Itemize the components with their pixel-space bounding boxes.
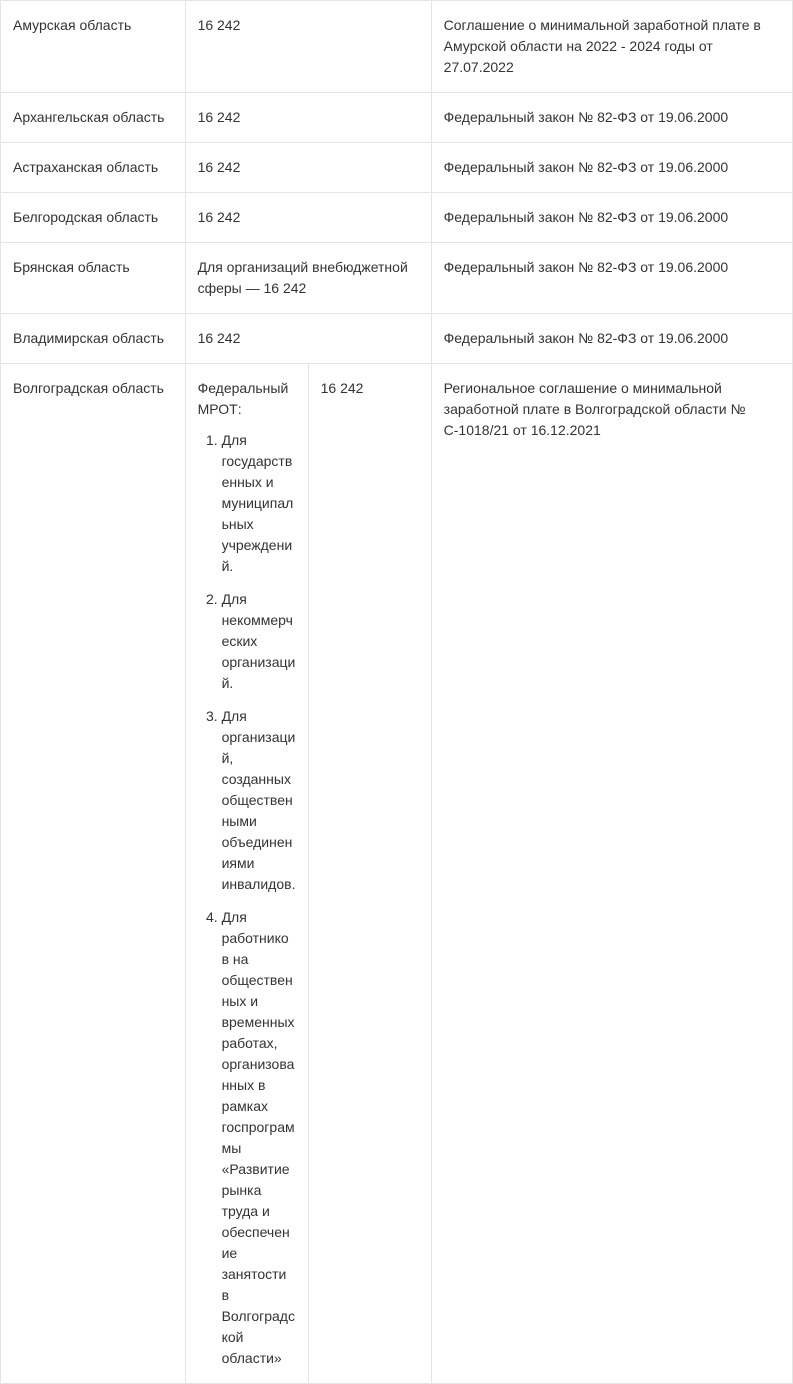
list-item: Для работников на общественных и временн… xyxy=(222,907,296,1369)
list-item: Для государственных и муниципальных учре… xyxy=(222,430,296,577)
basis-cell: Федеральный закон № 82-ФЗ от 19.06.2000 xyxy=(431,93,792,143)
table-row: Волгоградская область Федеральный МРОТ: … xyxy=(1,364,793,1384)
region-cell: Владимирская область xyxy=(1,314,186,364)
list-item: Для организаций, созданных общественными… xyxy=(222,706,296,895)
region-cell: Архангельская область xyxy=(1,93,186,143)
region-cell: Белгородская область xyxy=(1,193,186,243)
region-cell: Волгоградская область xyxy=(1,364,186,1384)
list-item: Для некоммерческих организаций. xyxy=(222,589,296,694)
detail-cell: Для организаций внебюджетной сферы — 16 … xyxy=(185,243,431,314)
basis-cell: Федеральный закон № 82-ФЗ от 19.06.2000 xyxy=(431,243,792,314)
detail-cell: 16 242 xyxy=(185,314,431,364)
table-row: Брянская область Для организаций внебюдж… xyxy=(1,243,793,314)
detail-cell: 16 242 xyxy=(185,1,431,93)
basis-cell: Федеральный закон № 82-ФЗ от 19.06.2000 xyxy=(431,193,792,243)
table-row: Белгородская область 16 242 Федеральный … xyxy=(1,193,793,243)
detail-heading: Федеральный МРОТ: xyxy=(198,378,296,420)
detail-cell: 16 242 xyxy=(185,143,431,193)
table-row: Астраханская область 16 242 Федеральный … xyxy=(1,143,793,193)
basis-cell: Соглашение о минимальной заработной плат… xyxy=(431,1,792,93)
detail-cell: Федеральный МРОТ: Для государственных и … xyxy=(185,364,308,1384)
mrot-table: Амурская область 16 242 Соглашение о мин… xyxy=(0,0,793,1384)
basis-cell: Федеральный закон № 82-ФЗ от 19.06.2000 xyxy=(431,143,792,193)
detail-list: Для государственных и муниципальных учре… xyxy=(198,430,296,1369)
table-row: Архангельская область 16 242 Федеральный… xyxy=(1,93,793,143)
region-cell: Астраханская область xyxy=(1,143,186,193)
detail-cell: 16 242 xyxy=(185,93,431,143)
region-cell: Амурская область xyxy=(1,1,186,93)
region-cell: Брянская область xyxy=(1,243,186,314)
detail-cell: 16 242 xyxy=(185,193,431,243)
value-cell: 16 242 xyxy=(308,364,431,1384)
table-row: Амурская область 16 242 Соглашение о мин… xyxy=(1,1,793,93)
basis-cell: Региональное соглашение о минимальной за… xyxy=(431,364,792,1384)
basis-cell: Федеральный закон № 82-ФЗ от 19.06.2000 xyxy=(431,314,792,364)
table-row: Владимирская область 16 242 Федеральный … xyxy=(1,314,793,364)
